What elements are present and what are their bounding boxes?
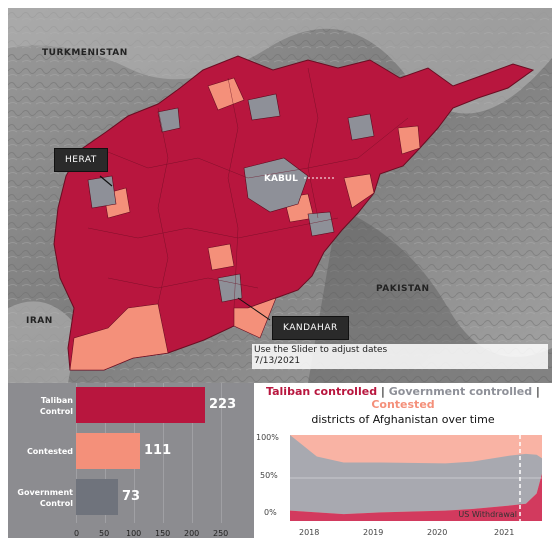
bar-label-taliban: Taliban Control xyxy=(40,395,73,417)
x-gridline xyxy=(221,383,222,523)
y-tick-label: 100% xyxy=(256,433,279,442)
afghanistan-district-map[interactable]: TURKMENISTAN IRAN PAKISTAN HERAT KANDAHA… xyxy=(8,8,552,383)
selected-date: 7/13/2021 xyxy=(254,356,301,366)
y-tick-label: 0% xyxy=(264,508,277,517)
contested-region-north xyxy=(207,77,245,111)
government-region-herat xyxy=(87,175,117,209)
x-gridline xyxy=(163,383,164,523)
contested-region-northeast xyxy=(397,125,421,155)
x-gridline xyxy=(192,383,193,523)
year-label: 2021 xyxy=(494,528,515,537)
y-tick-label: 50% xyxy=(260,471,278,480)
legend-title: Taliban controlled | Government controll… xyxy=(254,385,552,411)
bar-label-government-line1: Government xyxy=(17,488,73,497)
year-label: 2020 xyxy=(427,528,448,537)
bar-contested[interactable] xyxy=(76,433,140,469)
government-area xyxy=(290,435,542,515)
bar-label-government-line2: Control xyxy=(39,499,73,508)
district-borders xyxy=(87,67,409,309)
district-count-bar-chart: Taliban Control 223 Contested 111 Govern… xyxy=(8,383,254,538)
bar-government[interactable] xyxy=(76,479,118,515)
government-region-east xyxy=(307,211,335,237)
x-tick-label: 250 xyxy=(213,529,229,538)
bar-value-contested: 111 xyxy=(144,443,172,458)
year-label: 2018 xyxy=(299,528,320,537)
x-tick-label: 0 xyxy=(74,529,80,538)
x-tick-label: 100 xyxy=(126,529,142,538)
bar-label-taliban-line1: Taliban xyxy=(40,396,73,405)
government-region-northwest xyxy=(157,107,181,133)
bar-value-government: 73 xyxy=(122,489,141,504)
contested-region-south-center xyxy=(207,243,235,271)
chart-subtitle: districts of Afghanistan over time xyxy=(311,413,495,426)
contested-region-southeast xyxy=(233,297,277,339)
kandahar-callout: KANDAHAR xyxy=(272,316,349,340)
government-region-northeast xyxy=(347,113,375,141)
bar-label-government: Government Control xyxy=(17,487,73,509)
bar-label-taliban-line2: Control xyxy=(39,407,73,416)
turkmenistan-label: TURKMENISTAN xyxy=(42,48,128,58)
taliban-area xyxy=(290,473,542,521)
slider-instructions: Use the Slider to adjust dates 7/13/2021 xyxy=(252,344,548,369)
legend-contested: Contested xyxy=(371,398,435,411)
bar-row-government[interactable]: Government Control 73 xyxy=(8,479,254,515)
x-tick-label: 50 xyxy=(99,529,110,538)
kandahar-pointer xyxy=(237,297,271,321)
government-region-kabul xyxy=(243,157,309,213)
x-tick-label: 200 xyxy=(184,529,200,538)
bar-taliban[interactable] xyxy=(76,387,205,423)
legend-separator: | xyxy=(377,385,389,398)
legend-government: Government controlled xyxy=(388,385,533,398)
year-label: 2019 xyxy=(363,528,384,537)
area-chart[interactable]: US Withdrawal xyxy=(290,435,542,521)
bar-row-taliban[interactable]: Taliban Control 223 xyxy=(8,387,254,423)
bar-value-taliban: 223 xyxy=(209,397,237,412)
bar-label-contested: Contested xyxy=(26,447,73,456)
iran-label: IRAN xyxy=(26,316,53,326)
us-withdrawal-annotation: US Withdrawal xyxy=(458,510,517,519)
district-polygons[interactable] xyxy=(8,8,552,383)
x-tick-label: 150 xyxy=(155,529,171,538)
pakistan-label: PAKISTAN xyxy=(376,284,430,294)
slider-note-text: Use the Slider to adjust dates xyxy=(254,345,388,355)
herat-pointer xyxy=(99,175,113,187)
time-series-panel: Taliban controlled | Government controll… xyxy=(254,383,552,538)
bar-row-contested[interactable]: Contested 111 xyxy=(8,433,254,469)
kabul-label: KABUL xyxy=(264,174,298,184)
legend-taliban: Taliban controlled xyxy=(266,385,378,398)
herat-callout: HERAT xyxy=(54,148,108,172)
contested-region-east xyxy=(343,173,375,209)
government-region-north xyxy=(247,93,281,121)
legend-separator: | xyxy=(532,385,540,398)
